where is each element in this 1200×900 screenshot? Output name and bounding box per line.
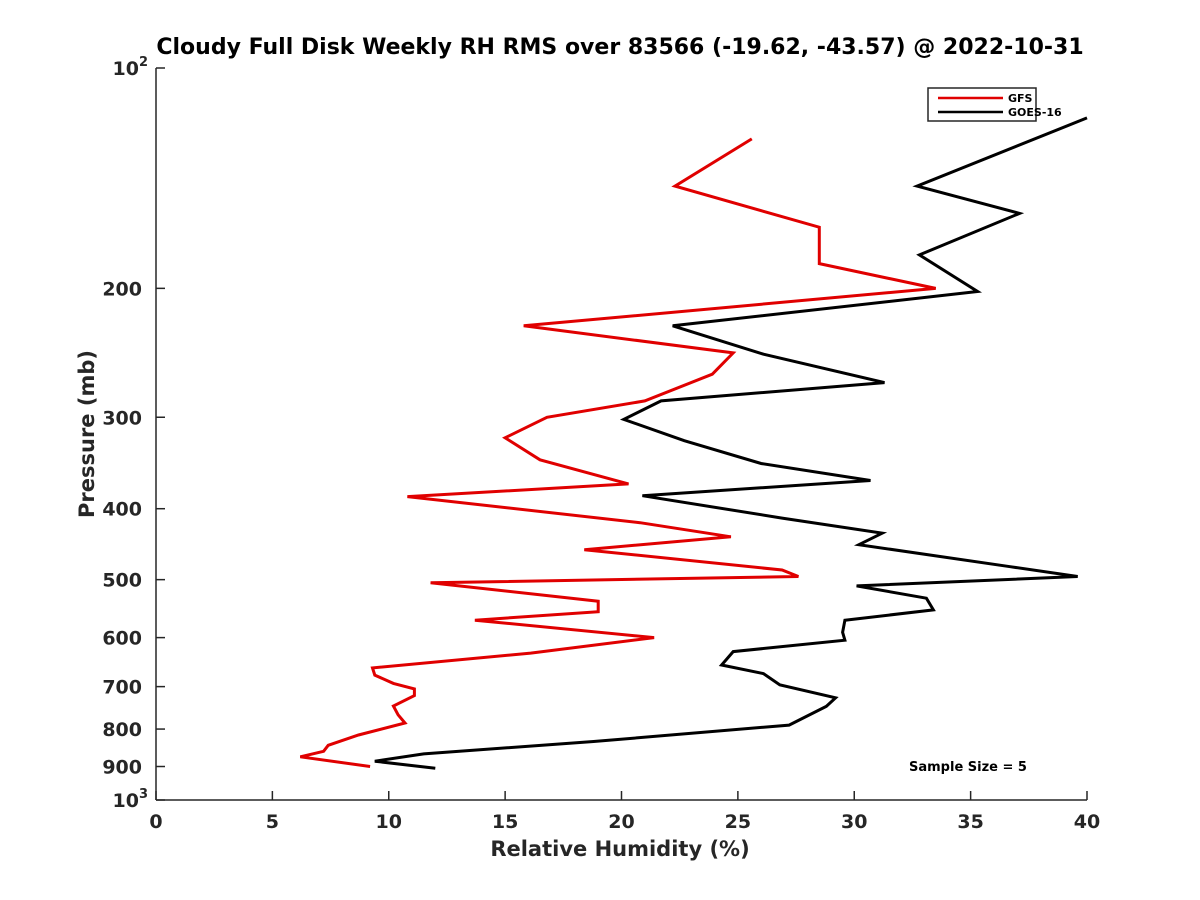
x-tick-label: 15	[492, 811, 518, 833]
x-tick-label: 0	[149, 811, 162, 833]
y-tick-label: 102	[113, 55, 149, 80]
y-tick-label: 400	[102, 499, 142, 521]
series-line-goes16	[375, 118, 1087, 768]
y-tick-label: 500	[102, 570, 142, 592]
y-tick-label: 600	[102, 628, 142, 650]
x-tick-label: 35	[957, 811, 983, 833]
y-tick-label: 200	[102, 278, 142, 300]
chart-title: Cloudy Full Disk Weekly RH RMS over 8356…	[156, 35, 1083, 60]
x-tick-label: 5	[266, 811, 279, 833]
x-tick-label: 20	[608, 811, 634, 833]
x-tick-label: 30	[841, 811, 867, 833]
y-tick-label: 700	[102, 677, 142, 699]
x-ticks: 0 5 10 15 20 25 30 35 40	[149, 791, 1100, 833]
sample-size-annotation: Sample Size = 5	[909, 760, 1027, 775]
x-axis-label: Relative Humidity (%)	[490, 837, 749, 861]
y-tick-label: 800	[102, 719, 142, 741]
legend: GFS GOES-16	[928, 88, 1062, 121]
series-line-gfs	[300, 139, 935, 767]
y-axis-label: Pressure (mb)	[75, 350, 99, 518]
x-tick-label: 10	[376, 811, 402, 833]
y-tick-label: 300	[102, 407, 142, 429]
y-tick-label: 103	[113, 787, 149, 812]
x-tick-label: 25	[725, 811, 751, 833]
y-tick-label: 900	[102, 757, 142, 779]
legend-label-goes16: GOES-16	[1008, 106, 1062, 119]
series-group	[300, 118, 1087, 768]
chart: Cloudy Full Disk Weekly RH RMS over 8356…	[0, 0, 1200, 900]
legend-label-gfs: GFS	[1008, 92, 1033, 105]
x-tick-label: 40	[1074, 811, 1100, 833]
plot-area	[156, 68, 1087, 800]
